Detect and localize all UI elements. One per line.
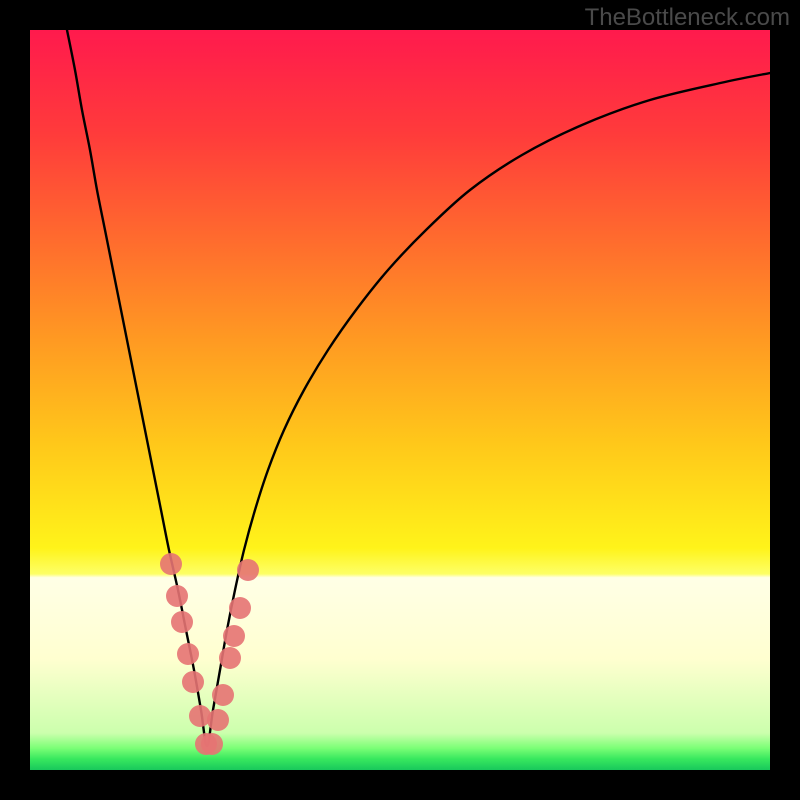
marker-dot [201,733,223,755]
marker-dot [160,553,182,575]
marker-dot [219,647,241,669]
figure-frame: TheBottleneck.com [0,0,800,800]
marker-dot [223,625,245,647]
marker-dot [166,585,188,607]
marker-dot [229,597,251,619]
marker-dot [171,611,193,633]
marker-dot [177,643,199,665]
marker-dot [207,709,229,731]
plot-svg [30,30,770,770]
marker-dot [212,684,234,706]
watermark-text: TheBottleneck.com [585,4,790,32]
plot-background [30,30,770,770]
marker-dot [237,559,259,581]
marker-dot [182,671,204,693]
plot-area [30,30,770,770]
